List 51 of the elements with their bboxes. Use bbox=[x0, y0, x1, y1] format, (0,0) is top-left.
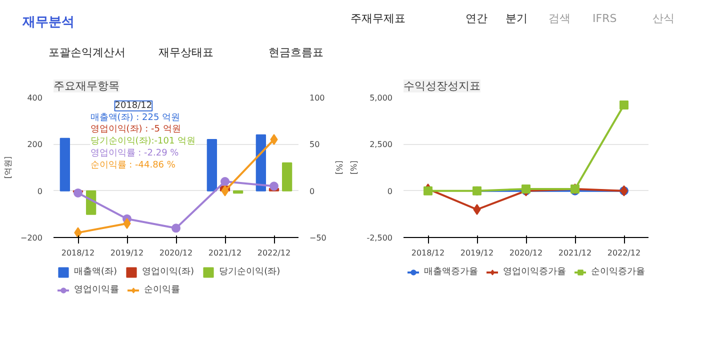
text: 현금흐름표 bbox=[268, 46, 324, 59]
legend-label: 매출액(좌) bbox=[74, 266, 118, 278]
x-tick-label: 2022/12 bbox=[607, 248, 641, 258]
y2-tick-label: −50 bbox=[310, 234, 326, 242]
legend-label: 영업이익(좌) bbox=[142, 266, 194, 278]
x-tick-label: 2020/12 bbox=[509, 248, 543, 258]
y2-tick-label: 50 bbox=[310, 140, 320, 150]
text: 주재무제표 bbox=[350, 12, 406, 25]
y-axis-title: [억원] bbox=[4, 156, 13, 179]
text: 연간 bbox=[466, 12, 488, 25]
legend-label: 영업이익증가율 bbox=[503, 266, 566, 278]
text: 산식 bbox=[652, 12, 674, 25]
y-tick-label: 0 bbox=[37, 186, 43, 196]
chart-title: 수익성장성지표 bbox=[404, 80, 480, 92]
legend-label: 매출액증가율 bbox=[424, 266, 478, 278]
text: 재무분석 bbox=[22, 15, 74, 30]
x-tick-label: 2019/12 bbox=[110, 248, 144, 258]
x-tick-label: 2022/12 bbox=[257, 248, 291, 258]
text: 분기 bbox=[506, 12, 528, 25]
annotation: 2018/12 bbox=[114, 100, 152, 111]
y2-tick-label: 0 bbox=[310, 186, 315, 196]
y2-axis-title: [%] bbox=[334, 160, 344, 174]
text: 재무상태표 bbox=[158, 46, 214, 59]
y-tick-label: 5,000 bbox=[370, 94, 393, 102]
legend-label: 당기순이익(좌) bbox=[219, 266, 280, 278]
chart-title: 주요재무항목 bbox=[54, 80, 120, 92]
annotation: 매출액(좌) : 225 억원 bbox=[90, 112, 180, 123]
x-tick-label: 2018/12 bbox=[411, 248, 445, 258]
text: 포괄손익계산서 bbox=[48, 46, 126, 59]
x-tick-label: 2020/12 bbox=[159, 248, 193, 258]
x-tick-label: 2018/12 bbox=[61, 248, 95, 258]
text: IFRS bbox=[592, 12, 617, 25]
annotation: 당기순이익(좌):-101 억원 bbox=[90, 136, 196, 147]
text: 검색 bbox=[548, 12, 570, 25]
x-tick-label: 2021/12 bbox=[208, 248, 242, 258]
legend-label: 순이익증가율 bbox=[591, 266, 645, 278]
y-axis-title: [%] bbox=[350, 160, 359, 174]
y2-tick-label: 100 bbox=[310, 94, 325, 102]
legend-label: 순이익률 bbox=[144, 284, 180, 296]
annotation: 순이익률 : -44.86 % bbox=[90, 160, 176, 170]
y-tick-label: 200 bbox=[27, 140, 43, 150]
annotation: 영업이익(좌) : -5 억원 bbox=[90, 124, 181, 135]
x-tick-label: 2021/12 bbox=[558, 248, 592, 258]
y-tick-label: 2,500 bbox=[370, 140, 393, 150]
x-tick-label: 2019/12 bbox=[460, 248, 494, 258]
y-tick-label: 0 bbox=[387, 186, 393, 196]
legend-label: 영업이익률 bbox=[74, 284, 119, 296]
annotation: 영업이익률 : -2.29 % bbox=[90, 148, 180, 158]
y-tick-label: -2,500 bbox=[366, 234, 393, 242]
y-tick-label: −200 bbox=[20, 234, 43, 242]
y-tick-label: 400 bbox=[27, 94, 43, 102]
